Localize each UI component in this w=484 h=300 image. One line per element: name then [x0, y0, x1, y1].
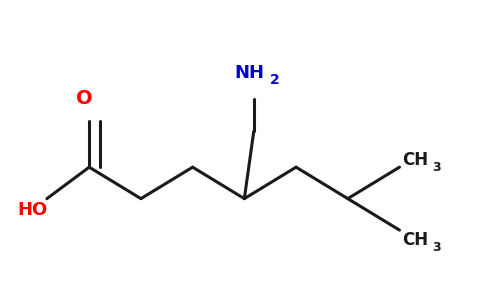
Text: CH: CH [402, 231, 428, 249]
Text: CH: CH [402, 151, 428, 169]
Text: 3: 3 [432, 161, 441, 174]
Text: O: O [76, 89, 93, 108]
Text: 3: 3 [432, 241, 441, 254]
Text: HO: HO [18, 201, 48, 219]
Text: 2: 2 [270, 73, 280, 87]
Text: NH: NH [234, 64, 264, 82]
